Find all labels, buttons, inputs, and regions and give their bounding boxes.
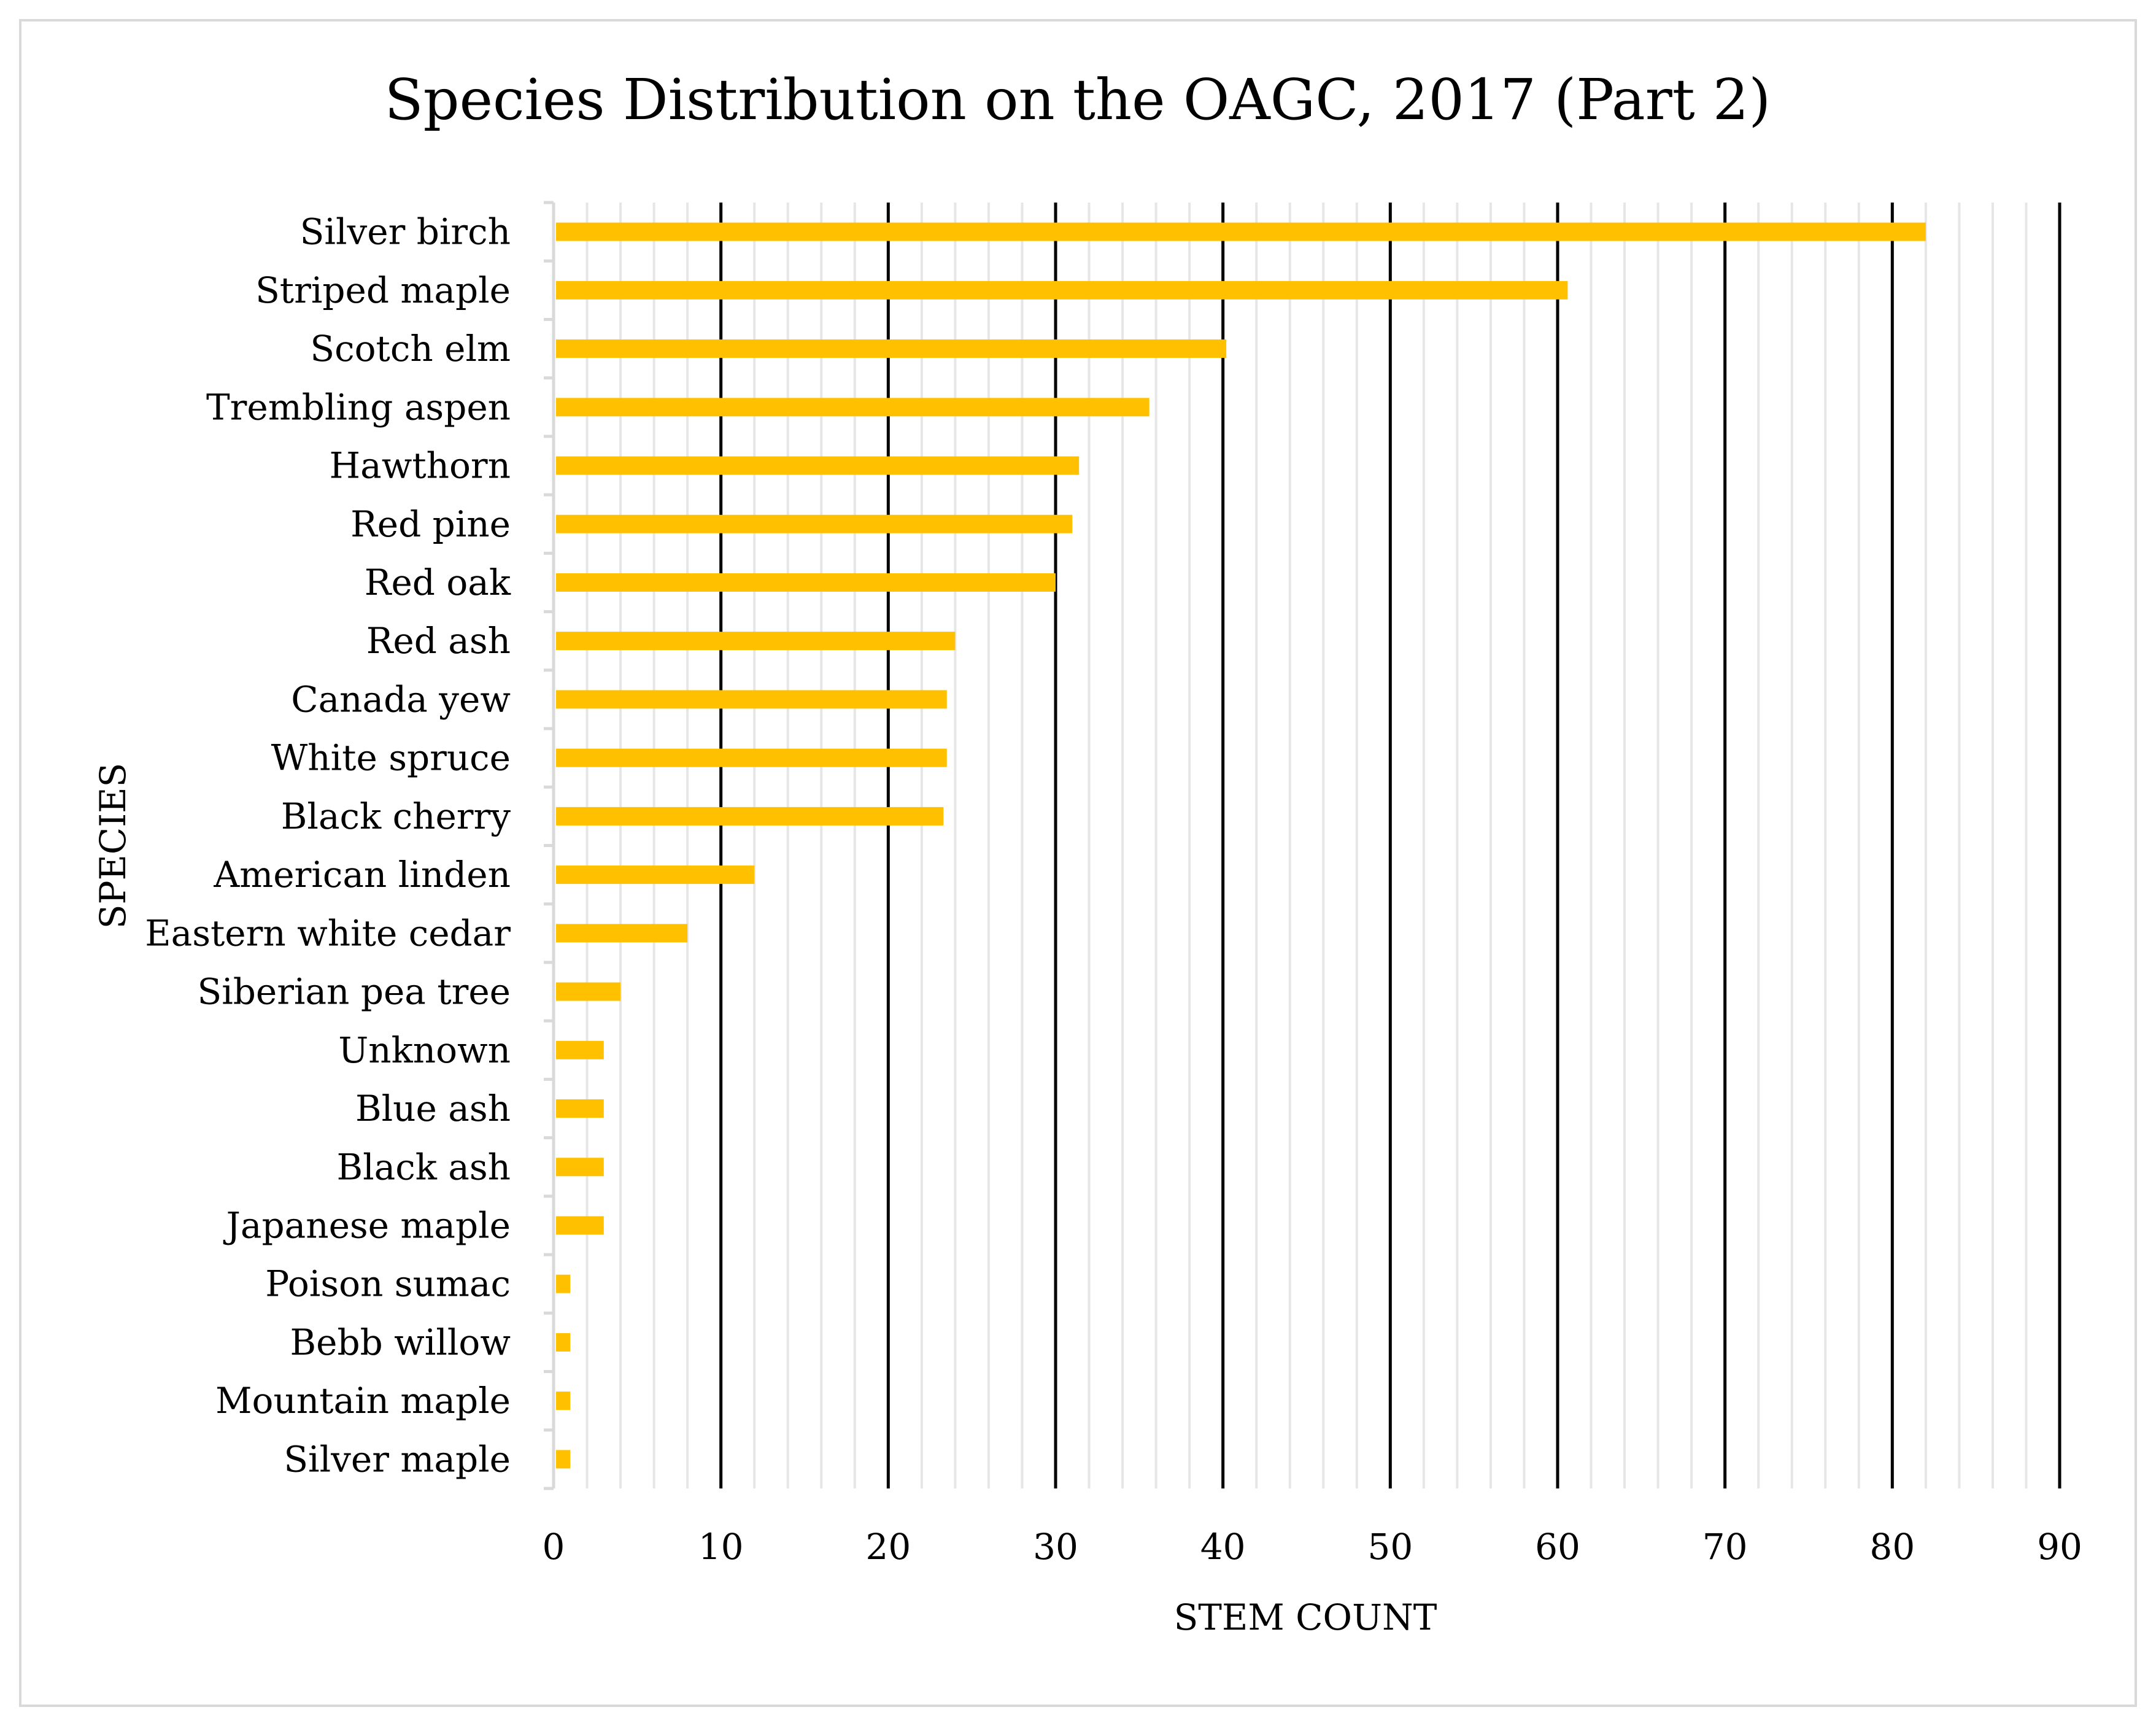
bar [556, 281, 1568, 300]
bar [556, 1450, 571, 1469]
category-label: Mountain maple [215, 1380, 511, 1422]
category-label: Scotch elm [310, 328, 511, 370]
x-tick-labels: 0 10 20 30 40 50 60 70 80 90 [543, 1526, 2082, 1568]
category-label: Silver maple [284, 1438, 511, 1480]
bar [556, 924, 688, 943]
bar [556, 456, 1080, 475]
bar [556, 865, 755, 884]
bar [556, 632, 956, 651]
bar [556, 398, 1149, 417]
bar [556, 1099, 604, 1118]
x-tick-label: 90 [2037, 1526, 2082, 1568]
category-labels: Silver birch Striped maple Scotch elm Tremb… [145, 211, 511, 1480]
bar [556, 339, 1227, 358]
x-tick-label: 0 [543, 1526, 565, 1568]
category-label: American linden [213, 854, 511, 896]
category-label: Trembling aspen [206, 386, 511, 428]
category-label: Siberian pea tree [197, 971, 511, 1013]
category-label: Red ash [366, 620, 511, 662]
y-axis-title: SPECIES [92, 763, 134, 929]
bar [556, 573, 1056, 592]
category-label: Eastern white cedar [145, 912, 511, 954]
category-label: Black cherry [281, 795, 511, 837]
bar [556, 690, 947, 709]
x-tick-label: 70 [1702, 1526, 1748, 1568]
minor-gridlines [585, 203, 2028, 1488]
chart-frame [19, 19, 2137, 1707]
x-tick-label: 30 [1033, 1526, 1078, 1568]
x-axis-title: STEM COUNT [1174, 1596, 1437, 1638]
x-tick-label: 40 [1200, 1526, 1246, 1568]
bar [556, 222, 1926, 241]
category-label: Japanese maple [223, 1204, 511, 1246]
bar [556, 1333, 571, 1352]
category-label: Blue ash [355, 1088, 511, 1129]
category-label: Black ash [336, 1146, 511, 1188]
x-tick-label: 60 [1535, 1526, 1580, 1568]
x-tick-label: 50 [1367, 1526, 1413, 1568]
category-label: Red pine [350, 503, 511, 545]
category-label: White spruce [271, 737, 511, 779]
bar [556, 1391, 571, 1411]
bar [556, 982, 621, 1001]
bar [556, 807, 944, 826]
category-label: Red oak [365, 562, 511, 603]
category-label: Striped maple [255, 269, 511, 311]
bar [556, 1216, 604, 1235]
bar [556, 748, 947, 767]
x-tick-label: 10 [698, 1526, 744, 1568]
category-label: Hawthorn [330, 445, 511, 487]
major-gridlines [719, 203, 2061, 1488]
bar [556, 514, 1073, 533]
bars [556, 222, 1926, 1469]
bar [556, 1158, 604, 1177]
y-axis [544, 201, 555, 1490]
category-label: Unknown [338, 1029, 511, 1071]
bar [556, 1040, 604, 1059]
bar [556, 1274, 571, 1293]
chart-title: Species Distribution on the OAGC, 2017 (… [385, 67, 1771, 133]
category-label: Canada yew [291, 678, 511, 720]
category-label: Bebb willow [290, 1322, 511, 1363]
x-tick-label: 80 [1869, 1526, 1915, 1568]
category-label: Poison sumac [265, 1263, 511, 1305]
category-label: Silver birch [300, 211, 511, 253]
x-tick-label: 20 [865, 1526, 911, 1568]
